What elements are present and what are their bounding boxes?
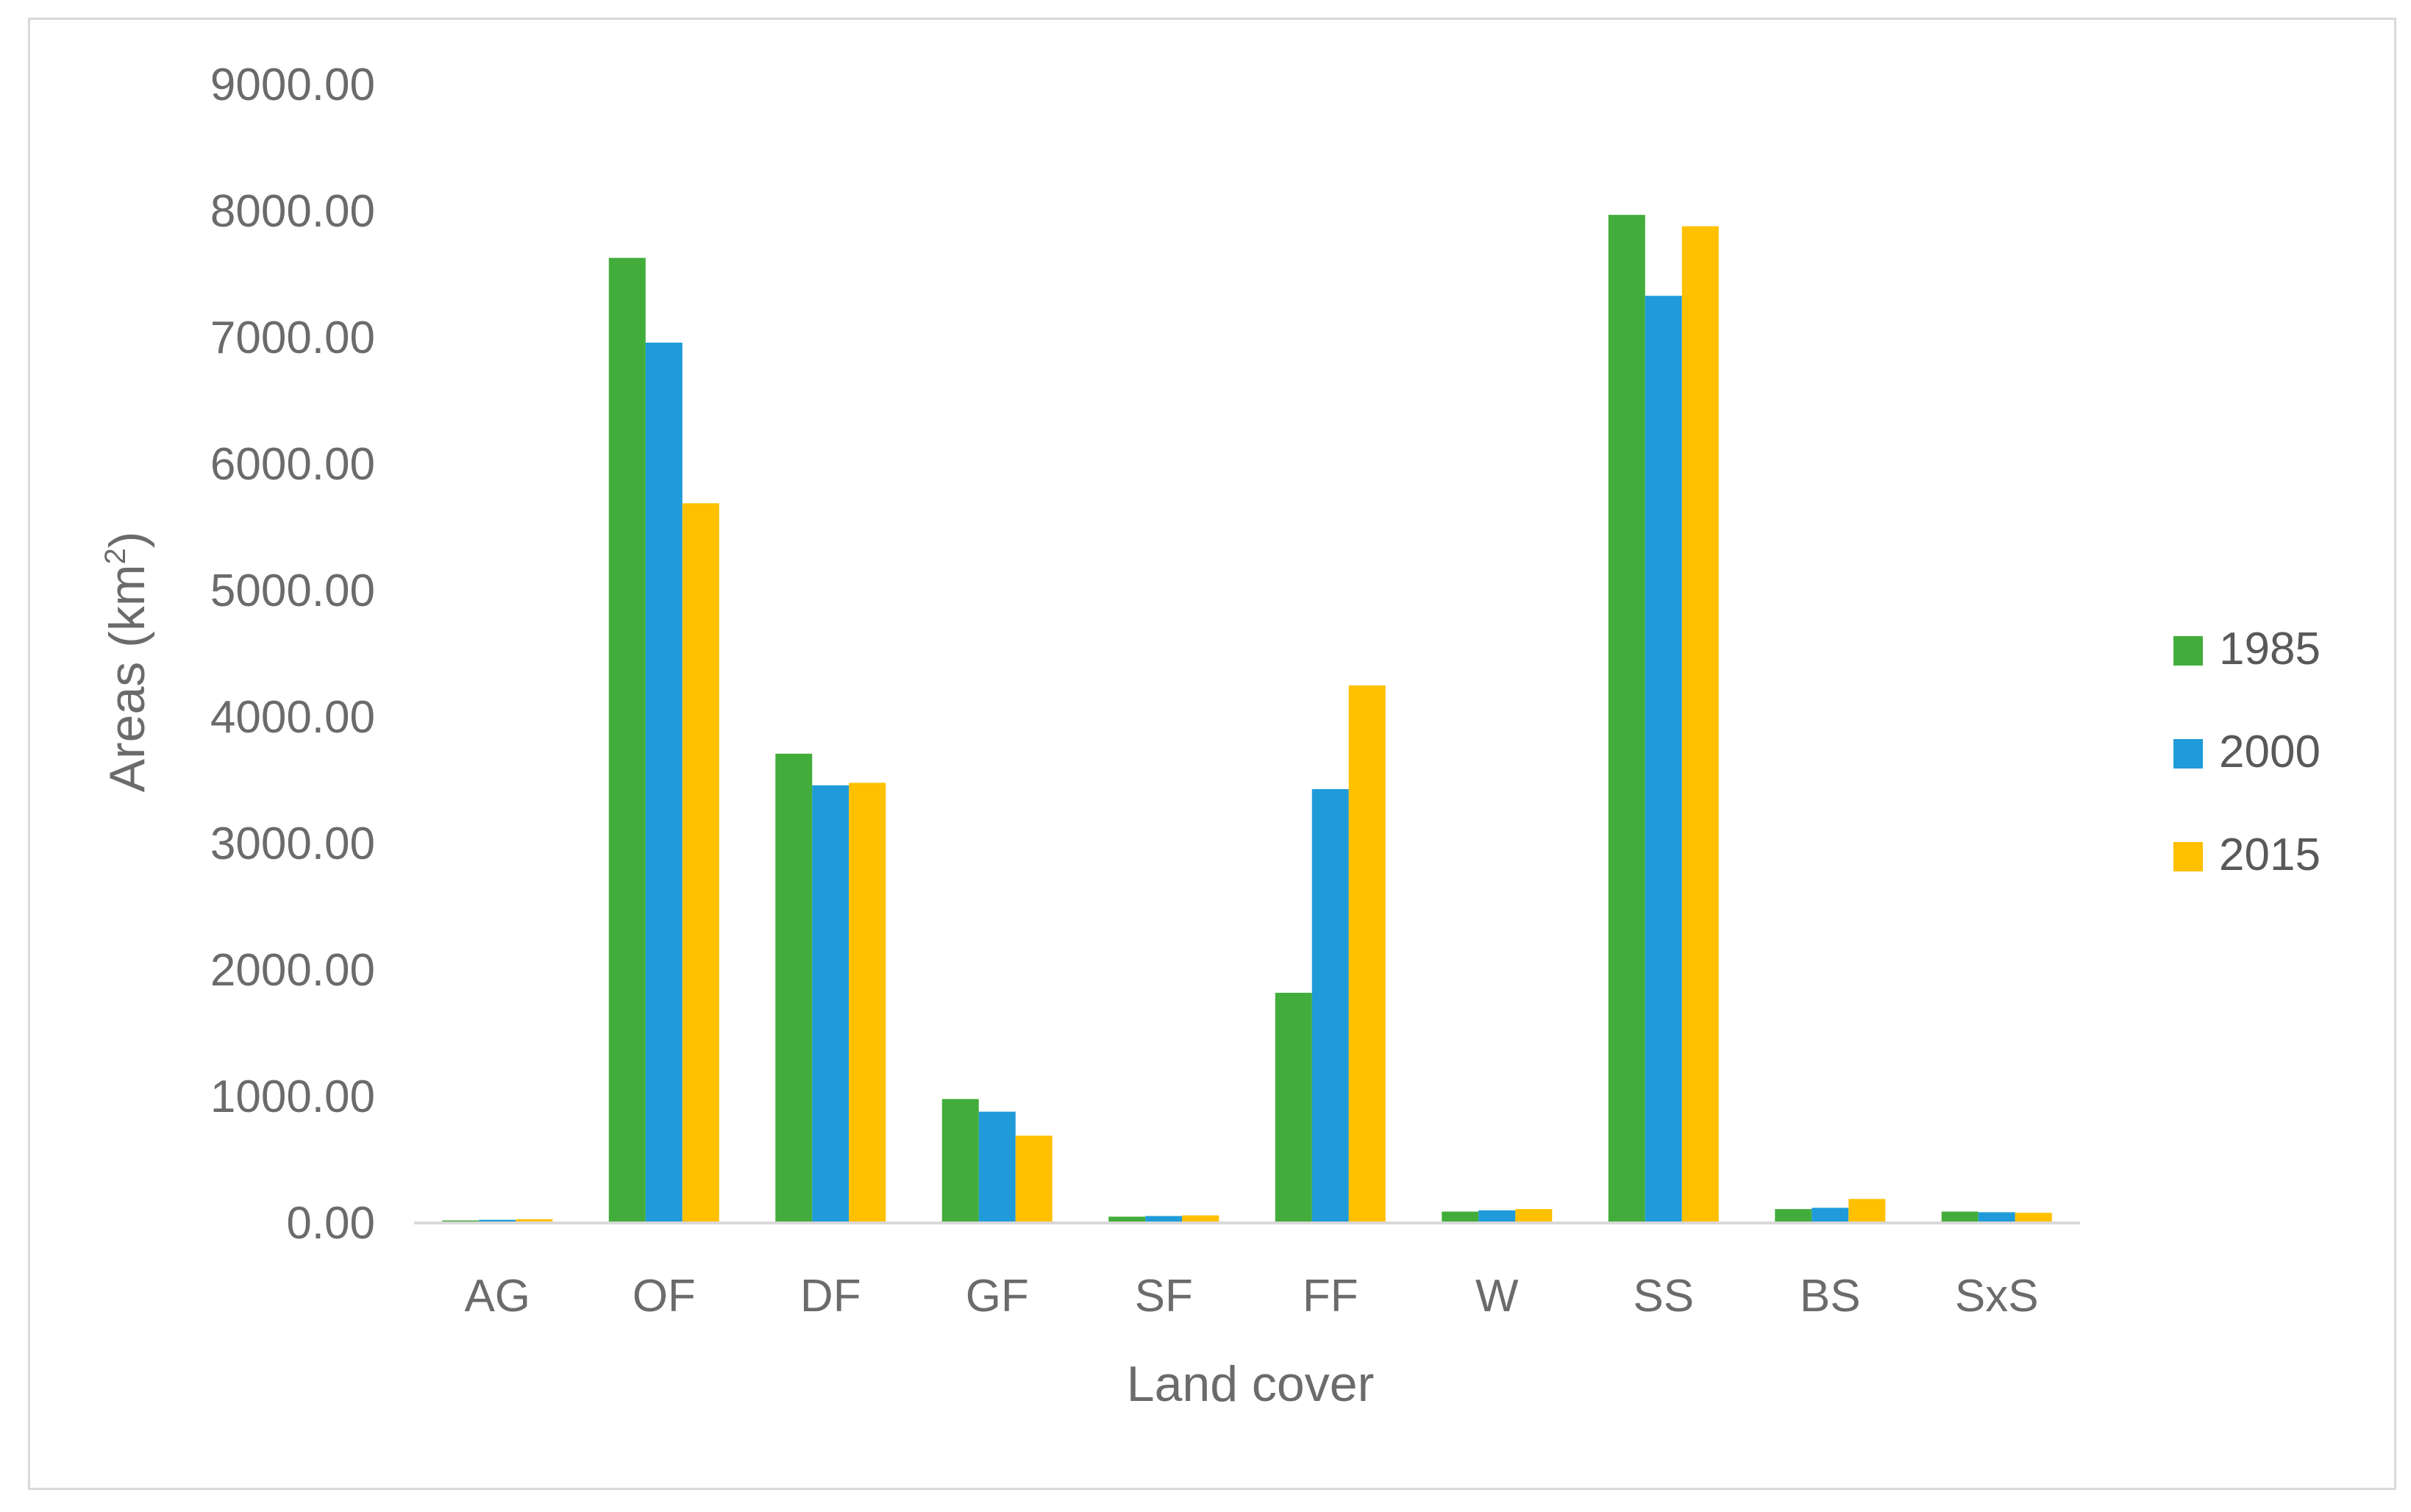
bar-ff-2015	[1348, 685, 1386, 1223]
bar-sf-2000	[1145, 1216, 1183, 1223]
x-tick-label: DF	[800, 1271, 861, 1322]
y-tick-label: 8000.00	[210, 186, 375, 237]
bar-ag-2015	[516, 1219, 553, 1223]
bar-gf-2000	[978, 1111, 1016, 1223]
x-tick-label: W	[1475, 1271, 1519, 1322]
legend-label-2000: 2000	[2219, 727, 2321, 777]
bar-w-2015	[1515, 1209, 1553, 1223]
x-tick-label: SF	[1135, 1271, 1193, 1322]
x-tick-label: SS	[1633, 1271, 1694, 1322]
bar-sf-2015	[1182, 1215, 1219, 1223]
bar-sxs-1985	[1941, 1211, 1979, 1223]
legend-label-2015: 2015	[2219, 830, 2321, 880]
bar-w-2000	[1478, 1210, 1516, 1223]
x-tick-label: BS	[1800, 1271, 1861, 1322]
bar-of-1985	[608, 257, 646, 1223]
bar-of-2015	[682, 503, 719, 1223]
x-tick-label: OF	[633, 1271, 696, 1322]
legend-swatch-2000	[2173, 739, 2203, 769]
x-tick-label: SxS	[1955, 1271, 2039, 1322]
y-tick-label: 2000.00	[210, 945, 375, 996]
x-tick-label: GF	[966, 1271, 1029, 1322]
bar-gf-1985	[941, 1099, 979, 1223]
y-axis-ticks: 0.00 1000.00 2000.00 3000.00 4000.00 5000.00 6…	[210, 60, 375, 1249]
bar-df-2015	[849, 782, 886, 1223]
bars	[442, 215, 2052, 1223]
legend: 1985 2000 2015	[2173, 624, 2321, 880]
x-tick-label: FF	[1303, 1271, 1358, 1322]
bar-gf-2015	[1015, 1135, 1053, 1223]
legend-swatch-2015	[2173, 842, 2203, 871]
bar-bs-1985	[1775, 1209, 1812, 1223]
y-tick-label: 0.00	[286, 1198, 375, 1249]
bar-ss-2000	[1645, 296, 1682, 1223]
bar-df-1985	[775, 753, 813, 1223]
bar-ag-2000	[479, 1219, 516, 1223]
y-axis-title: Areas (km2)	[99, 532, 155, 793]
y-tick-label: 1000.00	[210, 1071, 375, 1122]
y-tick-label: 9000.00	[210, 60, 375, 110]
y-tick-label: 4000.00	[210, 692, 375, 743]
bar-sxs-2000	[1978, 1212, 2015, 1223]
y-tick-label: 5000.00	[210, 566, 375, 616]
bar-bs-2000	[1812, 1208, 1849, 1223]
x-axis-ticks: AG OF DF GF SF FF W SS BS SxS	[464, 1271, 2038, 1322]
bar-sf-1985	[1108, 1216, 1146, 1223]
bar-of-2000	[645, 342, 683, 1223]
x-axis-title: Land cover	[1127, 1356, 1374, 1412]
legend-swatch-1985	[2173, 636, 2203, 666]
y-tick-label: 3000.00	[210, 819, 375, 869]
bar-ss-2015	[1681, 226, 1719, 1223]
y-tick-label: 7000.00	[210, 313, 375, 363]
bar-sxs-2015	[2015, 1213, 2052, 1223]
y-tick-label: 6000.00	[210, 439, 375, 490]
bar-bs-2015	[1848, 1199, 1886, 1223]
legend-label-1985: 1985	[2219, 624, 2321, 674]
chart-frame	[28, 18, 2396, 1490]
bar-ss-1985	[1608, 215, 1645, 1223]
bar-w-1985	[1442, 1211, 1479, 1223]
bar-ff-2000	[1311, 789, 1349, 1223]
bar-ff-1985	[1275, 992, 1312, 1223]
bar-df-2000	[812, 785, 850, 1223]
x-tick-label: AG	[464, 1271, 530, 1322]
